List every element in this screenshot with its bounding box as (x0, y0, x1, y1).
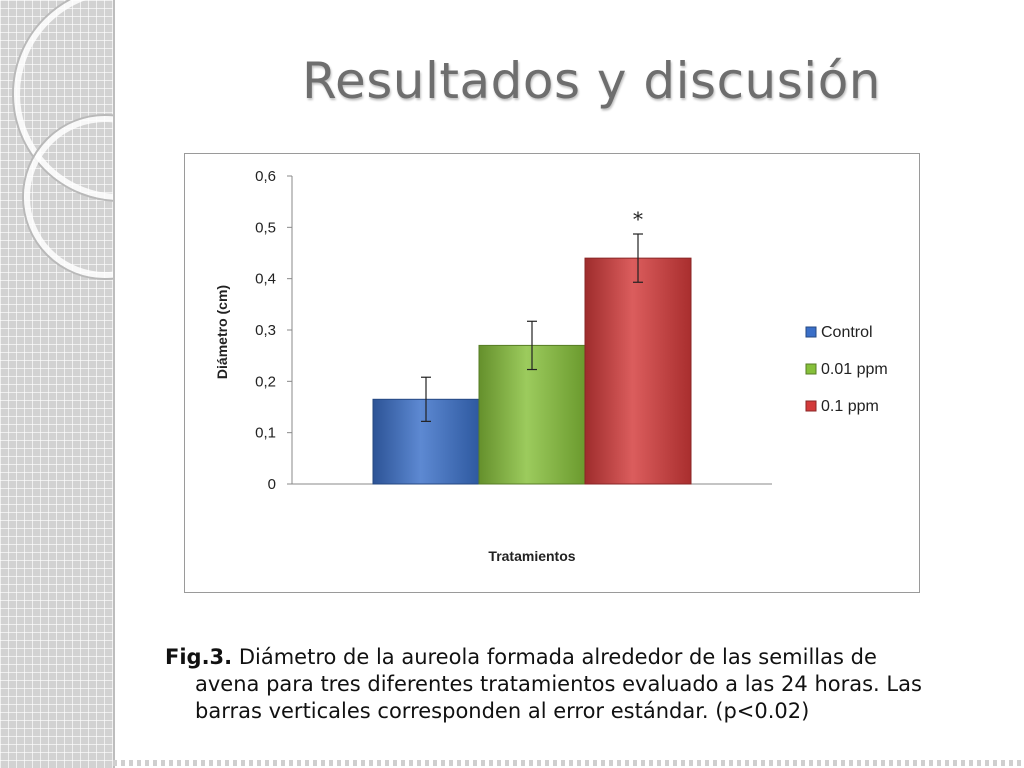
bottom-decorative-line (113, 760, 1024, 766)
caption-text-3: barras verticales corresponden al error … (195, 699, 810, 723)
x-axis-label: Tratamientos (488, 548, 575, 564)
caption-line-1: Fig.3. Diámetro de la aureola formada al… (165, 644, 955, 671)
y-tick-label: 0 (268, 476, 276, 493)
legend-swatch (805, 326, 817, 338)
y-tick-label: 0,5 (255, 219, 276, 236)
decorative-side-panel (0, 0, 115, 768)
error-bar (633, 233, 643, 283)
legend-swatch (805, 363, 817, 375)
y-tick-label: 0,6 (255, 168, 276, 185)
y-tick-label: 0,4 (255, 271, 276, 288)
y-tick-label: 0,1 (255, 425, 276, 442)
y-tick-label: 0,3 (255, 322, 276, 339)
bar-chart: Diámetro (cm) Tratamientos 0 0,1 0,2 0,3 0,4… (214, 168, 888, 564)
error-bar (421, 376, 431, 422)
legend-label: 0.01 ppm (821, 361, 888, 378)
chart-frame: Diámetro (cm) Tratamientos 0 0,1 0,2 0,3 0,4… (184, 153, 920, 593)
figure-caption: Fig.3. Diámetro de la aureola formada al… (165, 644, 955, 725)
error-bar (527, 320, 537, 371)
caption-text-1: Diámetro de la aureola formada alrededor… (238, 645, 877, 669)
legend-item: 0.1 ppm (805, 398, 879, 415)
legend-item: Control (805, 324, 873, 341)
slide-title: Resultados y discusión (302, 52, 881, 110)
legend-swatch (805, 400, 817, 412)
caption-label: Fig.3. (165, 645, 233, 669)
caption-text-2: avena para tres diferentes tratamientos … (195, 672, 922, 696)
legend-label: Control (821, 324, 873, 341)
legend-label: 0.1 ppm (821, 398, 879, 415)
significance-marker: * (633, 207, 643, 231)
legend-item: 0.01 ppm (805, 361, 888, 378)
bar-0-1-ppm (584, 257, 692, 485)
y-tick-label: 0,2 (255, 373, 276, 390)
y-axis-label: Diámetro (cm) (214, 285, 230, 379)
